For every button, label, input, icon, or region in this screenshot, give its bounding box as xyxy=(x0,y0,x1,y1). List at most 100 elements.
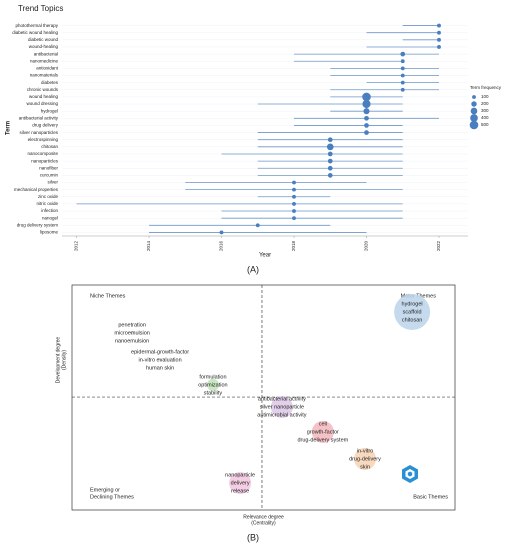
dot xyxy=(437,23,441,28)
dot xyxy=(292,216,296,221)
cluster-word: growth-factor xyxy=(307,429,339,435)
dot xyxy=(364,115,369,121)
dot xyxy=(400,66,405,71)
x-tick-label: 2020 xyxy=(364,240,369,251)
y-tick-label: nanomedicine xyxy=(30,58,59,63)
y-tick-label: nitric oxide xyxy=(36,201,58,206)
dot xyxy=(400,73,405,78)
legend-label: 300 xyxy=(481,108,489,113)
legend-dot xyxy=(472,95,476,99)
dot xyxy=(363,108,370,115)
legend-dot xyxy=(471,101,477,107)
panel-label: (B) xyxy=(247,532,259,542)
cluster-word: formulation xyxy=(199,374,226,380)
dot xyxy=(327,165,333,171)
y-tick-label: antioxidant xyxy=(36,66,59,71)
dot xyxy=(327,158,333,164)
quadrant-label: Basic Themes xyxy=(413,494,448,500)
dot xyxy=(400,51,406,57)
x-tick-label: 2012 xyxy=(74,240,79,251)
dot xyxy=(327,137,333,143)
logo xyxy=(402,465,418,483)
y-tick-label: chronic wounds xyxy=(27,87,59,92)
legend-dot xyxy=(470,107,478,115)
y-tick-label: diabetic wound xyxy=(28,37,59,42)
legend-dot xyxy=(469,120,479,130)
cluster-word: chitosan xyxy=(402,317,423,323)
quadrant-label: Niche Themes xyxy=(90,293,126,299)
cluster-word: silver nanoparticle xyxy=(260,404,304,410)
x-tick-label: 2018 xyxy=(291,240,296,251)
y-tick-label: nanocomposite xyxy=(27,151,58,156)
y-tick-label: mechanical properties xyxy=(14,187,59,192)
cluster-word: in-vitro evaluation xyxy=(139,357,182,363)
y-tick-label: diabetic wound healing xyxy=(12,30,58,35)
cluster-word: stability xyxy=(204,390,223,396)
dot xyxy=(292,180,296,185)
cluster-word: nanoparticle xyxy=(225,472,255,478)
y-tick-label: drug delivery xyxy=(32,123,59,128)
cluster-bubble xyxy=(394,294,431,330)
cluster-word: epidermal-growth-factor xyxy=(131,349,189,355)
y-tick-label: zinc oxide xyxy=(38,194,59,199)
dot xyxy=(400,87,405,92)
dot xyxy=(292,201,296,206)
y-axis-label: Development degree xyxy=(55,337,61,384)
cluster-bubble xyxy=(229,472,252,494)
cluster-word: in-vitro xyxy=(357,448,374,454)
cluster-word: antibacterial activity xyxy=(258,396,306,402)
x-axis-label: Year xyxy=(259,253,271,259)
dot xyxy=(292,209,296,213)
map-frame xyxy=(71,284,456,511)
cluster-word: skin xyxy=(360,464,370,470)
y-tick-label: nanoparticles xyxy=(31,158,59,163)
legend-label: 400 xyxy=(481,115,489,120)
cluster-word: microemulsion xyxy=(114,330,149,336)
dot xyxy=(364,123,369,128)
dot xyxy=(364,130,369,135)
y-tick-label: liposome xyxy=(40,230,59,235)
legend-label: 500 xyxy=(481,122,489,127)
cluster-word: cell xyxy=(319,421,327,427)
cluster-word: optimization xyxy=(198,382,227,388)
dot xyxy=(362,92,371,102)
cluster-word: scaffold xyxy=(403,309,422,315)
legend-label: 100 xyxy=(481,94,489,99)
x-axis-label: Relevance degree xyxy=(243,514,284,520)
panel-label: (A) xyxy=(247,264,259,274)
dot xyxy=(219,230,224,235)
cluster-word: hydrogel xyxy=(402,301,423,307)
cluster-bubble xyxy=(353,447,376,470)
y-tick-label: wound dressing xyxy=(26,101,58,106)
x-tick-label: 2022 xyxy=(436,240,441,251)
cluster-word: drug-delivery system xyxy=(297,437,348,443)
y-tick-label: hydrogel xyxy=(41,108,58,113)
y-tick-label: electrospinning xyxy=(28,137,59,142)
y-tick-label: nanomaterials xyxy=(30,73,59,78)
y-tick-label: diabetes xyxy=(41,80,59,85)
cluster-word: delivery xyxy=(231,480,250,486)
legend-title: Term frequency xyxy=(470,85,502,90)
dot xyxy=(326,143,334,151)
y-tick-label: wound-healing xyxy=(29,44,59,49)
legend-label: 200 xyxy=(481,101,489,106)
dot xyxy=(400,80,405,85)
x-tick-label: 2016 xyxy=(219,240,224,251)
y-tick-label: silver xyxy=(47,180,58,185)
dot xyxy=(255,223,260,228)
cluster-bubble xyxy=(206,378,219,391)
cluster-word: antimicrobial activity xyxy=(257,412,306,418)
dot xyxy=(327,151,333,157)
y-tick-label: silver nanoparticles xyxy=(19,130,58,135)
y-axis-label: (Density) xyxy=(61,350,67,370)
cluster-word: penetration xyxy=(118,322,146,328)
y-tick-label: nanogel xyxy=(42,215,58,220)
quadrant-label: Emerging or xyxy=(90,487,120,493)
y-tick-label: nanofiber xyxy=(39,165,58,170)
cluster-word: release xyxy=(231,488,249,494)
cluster-word: drug-delivery xyxy=(349,456,381,462)
x-tick-label: 2014 xyxy=(146,240,151,251)
cluster-bubble xyxy=(270,395,293,418)
legend-dot xyxy=(470,114,478,122)
cluster-bubble xyxy=(130,330,135,335)
